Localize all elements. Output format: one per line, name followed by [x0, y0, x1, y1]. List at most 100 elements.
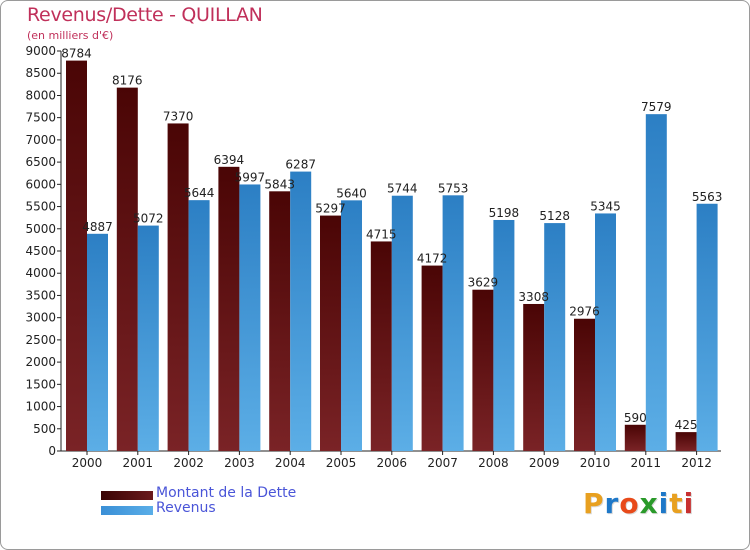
- data-label-dette: 8176: [112, 74, 143, 88]
- logo-letter: P: [583, 487, 605, 520]
- data-label-revenus: 5198: [489, 206, 520, 220]
- x-tick-label: 2012: [681, 456, 712, 470]
- y-tick-label: 8500: [25, 66, 56, 80]
- data-label-revenus: 5563: [692, 190, 723, 204]
- y-tick-label: 2500: [25, 333, 56, 347]
- legend-swatch-dette: [101, 491, 153, 500]
- logo-letter: r: [604, 487, 620, 520]
- y-tick-label: 2000: [25, 355, 56, 369]
- bar-dette: [523, 303, 545, 451]
- data-label-revenus: 5644: [184, 186, 215, 200]
- x-tick-label: 2003: [224, 456, 255, 470]
- y-tick-label: 4000: [25, 266, 56, 280]
- data-label-dette: 2976: [569, 305, 600, 319]
- data-label-revenus: 6287: [285, 158, 316, 172]
- logo-letter: i: [683, 487, 695, 520]
- data-label-dette: 7370: [163, 109, 194, 123]
- bar-dette: [269, 191, 291, 452]
- bar-revenus: [188, 200, 210, 451]
- data-label-dette: 3629: [468, 276, 499, 290]
- bar-revenus: [544, 223, 566, 451]
- y-tick-label: 4500: [25, 244, 56, 258]
- y-tick-label: 6500: [25, 155, 56, 169]
- y-tick-label: 8000: [25, 88, 56, 102]
- y-tick-label: 0: [48, 444, 56, 458]
- data-label-revenus: 5997: [235, 170, 266, 184]
- x-tick-label: 2002: [173, 456, 204, 470]
- x-tick-label: 2004: [275, 456, 306, 470]
- data-label-dette: 5297: [315, 202, 346, 216]
- bar-revenus: [137, 225, 159, 451]
- y-tick-label: 5500: [25, 200, 56, 214]
- bar-dette: [320, 215, 341, 451]
- y-tick-label: 5000: [25, 222, 56, 236]
- data-label-dette: 5843: [264, 177, 295, 191]
- bar-dette: [167, 123, 189, 451]
- y-tick-label: 7500: [25, 111, 56, 125]
- chart-title: Revenus/Dette - QUILLAN: [27, 4, 263, 26]
- x-tick-label: 2007: [427, 456, 458, 470]
- bar-dette: [66, 60, 87, 451]
- data-label-dette: 4715: [366, 227, 397, 241]
- data-label-dette: 590: [624, 411, 647, 425]
- data-labels: 8784 4887 8176 5072 7370 5644 6394 5997 5843 6287…: [61, 47, 722, 433]
- bar-revenus: [696, 203, 718, 451]
- legend-label-revenus: Revenus: [156, 500, 216, 516]
- bar-dette: [421, 265, 443, 451]
- data-label-revenus: 7579: [641, 100, 672, 114]
- x-tick-label: 2001: [123, 456, 154, 470]
- bar-revenus: [391, 195, 413, 451]
- logo-letter: x: [639, 487, 659, 520]
- y-tick-label: 9000: [25, 44, 56, 58]
- y-tick-label: 1500: [25, 377, 56, 391]
- bar-dette: [675, 432, 697, 451]
- data-label-dette: 6394: [214, 153, 245, 167]
- legend-swatch-revenus: [101, 506, 153, 515]
- data-label-dette: 3308: [518, 290, 549, 304]
- y-tick-label: 3000: [25, 311, 56, 325]
- bar-revenus: [239, 184, 261, 451]
- bar-revenus: [290, 171, 312, 452]
- bar-revenus: [493, 219, 515, 451]
- x-tick-label: 2005: [326, 456, 357, 470]
- data-label-revenus: 5744: [387, 182, 418, 196]
- bars: [66, 60, 718, 452]
- logo-letter: t: [669, 487, 684, 520]
- unit-label: (en milliers d'€): [27, 29, 114, 42]
- bar-dette: [116, 87, 138, 451]
- bar-revenus: [645, 114, 667, 452]
- bar-dette: [218, 166, 240, 452]
- logo-letter: i: [658, 487, 670, 520]
- bar-dette: [472, 289, 494, 451]
- bar-dette: [624, 424, 646, 451]
- bar-revenus: [442, 195, 464, 451]
- x-tick-label: 2006: [377, 456, 408, 470]
- x-tick-label: 2011: [631, 456, 662, 470]
- proxiti-logo: Proxiti: [583, 487, 694, 520]
- data-label-revenus: 5072: [133, 212, 164, 226]
- bar-revenus: [595, 213, 616, 451]
- y-tick-label: 7000: [25, 133, 56, 147]
- x-tick-label: 2009: [529, 456, 560, 470]
- y-tick-label: 500: [33, 422, 56, 436]
- x-tick-label: 2008: [478, 456, 509, 470]
- data-label-revenus: 4887: [82, 220, 113, 234]
- data-label-dette: 8784: [61, 47, 92, 61]
- data-label-dette: 425: [675, 418, 698, 432]
- data-label-dette: 4172: [417, 252, 448, 266]
- data-label-revenus: 5128: [539, 209, 570, 223]
- bar-dette: [370, 241, 392, 451]
- data-label-revenus: 5753: [438, 181, 469, 195]
- data-label-revenus: 5640: [336, 186, 367, 200]
- y-tick-label: 1000: [25, 400, 56, 414]
- bar-revenus: [341, 200, 362, 451]
- bar-revenus: [87, 233, 108, 451]
- logo-letter: o: [619, 487, 640, 520]
- data-label-revenus: 5345: [590, 199, 621, 213]
- bar-dette: [574, 318, 595, 451]
- y-tick-label: 6000: [25, 177, 56, 191]
- x-tick-label: 2010: [580, 456, 611, 470]
- x-tick-label: 2000: [72, 456, 103, 470]
